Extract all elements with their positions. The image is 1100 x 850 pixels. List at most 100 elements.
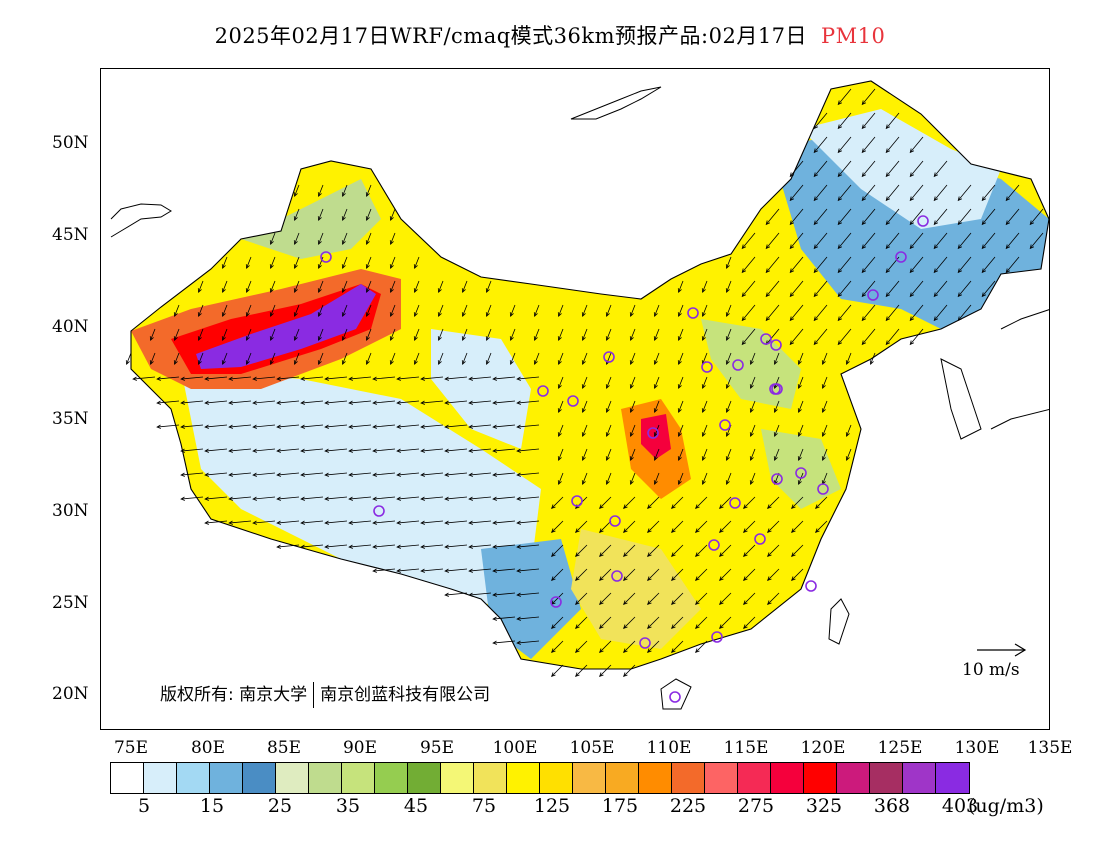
wind-vector bbox=[180, 496, 204, 501]
wind-vector bbox=[791, 496, 804, 509]
wind-vector bbox=[575, 544, 588, 557]
wind-vector bbox=[671, 520, 684, 533]
wind-vector bbox=[252, 448, 276, 453]
lon-label-115e: 115E bbox=[723, 738, 769, 758]
wind-vector bbox=[981, 208, 996, 226]
wind-vector bbox=[413, 328, 420, 342]
lon-label-80e: 80E bbox=[190, 738, 226, 758]
wind-vector bbox=[221, 280, 228, 294]
wind-vector bbox=[348, 472, 372, 477]
colorbar-swatch bbox=[738, 763, 771, 793]
monitoring-site-marker bbox=[817, 483, 829, 495]
field-east-green bbox=[761, 429, 841, 509]
wind-vector bbox=[933, 160, 948, 178]
wind-vector bbox=[252, 376, 276, 381]
wind-vector bbox=[581, 472, 588, 486]
wind-vector bbox=[653, 448, 660, 462]
title-text: 2025年02月17日WRF/cmaq模式36km预报产品:02月17日 bbox=[214, 24, 808, 48]
wind-vector bbox=[701, 424, 708, 438]
monitoring-site-marker bbox=[571, 495, 583, 507]
wind-vector bbox=[1029, 208, 1044, 226]
wind-vector bbox=[396, 376, 420, 381]
wind-vector bbox=[221, 328, 228, 342]
wind-vector bbox=[719, 496, 732, 509]
wind-vector bbox=[551, 544, 564, 557]
wind-vector bbox=[789, 208, 804, 226]
wind-vector bbox=[957, 280, 972, 298]
wind-vector bbox=[677, 448, 684, 462]
wind-vector bbox=[389, 280, 396, 294]
wind-vector bbox=[396, 448, 420, 453]
lon-label-90e: 90E bbox=[342, 738, 378, 758]
wind-vector bbox=[575, 520, 588, 533]
wind-vector bbox=[725, 352, 732, 366]
wind-vector bbox=[1029, 232, 1044, 250]
wind-vector bbox=[1005, 256, 1020, 274]
colorbar-swatch bbox=[804, 763, 837, 793]
wind-vector bbox=[767, 520, 780, 533]
wind-vector bbox=[516, 544, 540, 549]
wind-vector bbox=[293, 328, 300, 342]
wind-vector bbox=[599, 640, 612, 653]
wind-vector bbox=[741, 232, 756, 250]
wind-vector bbox=[725, 448, 732, 462]
hainan-outline bbox=[660, 678, 692, 710]
wind-vector bbox=[293, 280, 300, 294]
wind-vector bbox=[492, 640, 516, 645]
wind-vector bbox=[813, 184, 828, 202]
colorbar-label: 15 bbox=[199, 795, 225, 817]
wind-vector bbox=[341, 352, 348, 366]
wind-vector bbox=[276, 472, 300, 477]
wind-vector bbox=[180, 448, 204, 453]
wind-vector bbox=[885, 160, 900, 178]
wind-vector bbox=[492, 496, 516, 501]
wind-vector bbox=[869, 352, 876, 366]
wind-vector bbox=[300, 544, 324, 549]
wind-vector bbox=[749, 376, 756, 390]
lon-label-75e: 75E bbox=[113, 738, 149, 758]
wind-vector bbox=[677, 472, 684, 486]
wind-vector bbox=[276, 448, 300, 453]
monitoring-site-marker bbox=[719, 419, 731, 431]
wind-vector bbox=[396, 520, 420, 525]
wind-vector bbox=[173, 352, 180, 366]
wind-vector bbox=[725, 328, 732, 342]
wind-vector bbox=[551, 496, 564, 509]
wind-vector bbox=[605, 472, 612, 486]
wind-vector bbox=[933, 232, 948, 250]
wind-vector bbox=[365, 304, 372, 318]
wind-vector bbox=[197, 328, 204, 342]
wind-vector bbox=[516, 472, 540, 477]
wind-vector bbox=[725, 304, 732, 318]
monitoring-site-marker bbox=[770, 339, 782, 351]
wind-vector bbox=[909, 136, 924, 154]
monitoring-site-marker bbox=[701, 361, 713, 373]
field-northeast-north bbox=[801, 109, 1001, 229]
wind-vector bbox=[365, 280, 372, 294]
wind-vector bbox=[821, 448, 828, 462]
wind-vector bbox=[468, 592, 492, 597]
colorbar-label: 5 bbox=[137, 795, 151, 817]
wind-vector bbox=[677, 304, 684, 318]
reference-vector-arrow bbox=[977, 643, 1027, 657]
wind-vector bbox=[396, 496, 420, 501]
wind-vector bbox=[623, 496, 636, 509]
wind-vector bbox=[365, 184, 372, 198]
wind-vector bbox=[396, 544, 420, 549]
lat-label-45n: 45N bbox=[52, 225, 89, 245]
wind-vector bbox=[629, 472, 636, 486]
lon-label-105e: 105E bbox=[569, 738, 615, 758]
wind-vector bbox=[533, 304, 540, 318]
wind-vector bbox=[557, 376, 564, 390]
wind-vector bbox=[444, 400, 468, 405]
wind-vector bbox=[701, 448, 708, 462]
lon-label-100e: 100E bbox=[492, 738, 538, 758]
wind-vector bbox=[413, 304, 420, 318]
wind-vector bbox=[677, 280, 684, 294]
wind-vector bbox=[468, 544, 492, 549]
wind-vector bbox=[293, 352, 300, 366]
wind-vector bbox=[837, 112, 852, 130]
wind-vector bbox=[372, 448, 396, 453]
wind-vector bbox=[348, 496, 372, 501]
wind-vector bbox=[437, 304, 444, 318]
